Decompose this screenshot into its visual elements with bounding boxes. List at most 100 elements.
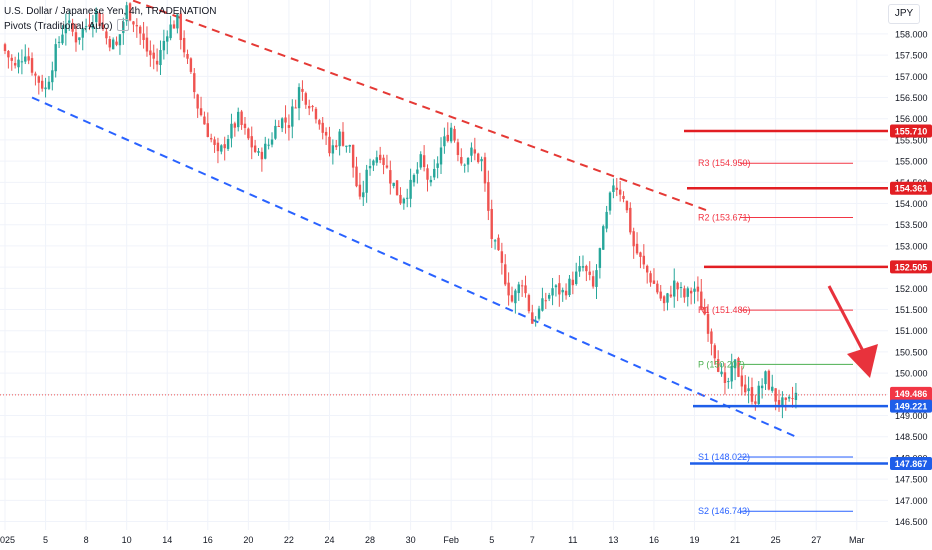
candle[interactable] — [744, 375, 747, 396]
candle[interactable] — [375, 150, 378, 166]
candle[interactable] — [108, 36, 111, 52]
candle[interactable] — [220, 144, 223, 155]
candle[interactable] — [57, 36, 61, 48]
candle[interactable] — [716, 350, 720, 373]
candle[interactable] — [297, 83, 301, 121]
candle[interactable] — [483, 152, 487, 192]
indicator-legend[interactable]: Pivots (Traditional, Auto) — [4, 19, 130, 32]
candle[interactable] — [98, 11, 101, 27]
candle[interactable] — [206, 112, 209, 138]
candle[interactable] — [193, 68, 196, 99]
candle[interactable] — [787, 395, 791, 402]
candle[interactable] — [578, 255, 581, 277]
candle[interactable] — [267, 138, 270, 150]
candle[interactable] — [406, 188, 409, 208]
candle[interactable] — [61, 25, 64, 45]
candle[interactable] — [412, 173, 416, 187]
candle[interactable] — [679, 282, 683, 298]
candle[interactable] — [754, 394, 757, 411]
candle[interactable] — [345, 145, 348, 153]
candle[interactable] — [321, 117, 324, 140]
candle[interactable] — [91, 15, 95, 38]
candle[interactable] — [625, 200, 629, 213]
candle[interactable] — [135, 18, 139, 38]
upper-trendline[interactable] — [120, 0, 712, 213]
candle[interactable] — [20, 49, 24, 75]
candle[interactable] — [534, 316, 537, 327]
candle[interactable] — [88, 13, 91, 31]
candle[interactable] — [730, 353, 733, 389]
candle[interactable] — [605, 205, 608, 233]
candle[interactable] — [196, 93, 199, 118]
candle[interactable] — [176, 13, 179, 34]
candle[interactable] — [358, 172, 362, 200]
candle[interactable] — [747, 376, 750, 404]
candle[interactable] — [608, 191, 612, 215]
candle[interactable] — [733, 359, 737, 381]
candle[interactable] — [189, 57, 193, 74]
candle[interactable] — [723, 363, 727, 395]
candle[interactable] — [470, 142, 473, 163]
candle[interactable] — [504, 254, 507, 287]
candle[interactable] — [713, 343, 716, 365]
candle[interactable] — [771, 374, 774, 393]
candle[interactable] — [571, 271, 575, 295]
candle[interactable] — [128, 2, 132, 22]
candle[interactable] — [44, 77, 47, 98]
candle[interactable] — [659, 285, 662, 301]
candle[interactable] — [446, 122, 449, 143]
candle[interactable] — [683, 285, 686, 303]
candle[interactable] — [767, 369, 771, 391]
candle[interactable] — [301, 80, 304, 101]
candle[interactable] — [493, 239, 497, 250]
candle[interactable] — [612, 178, 615, 199]
candle[interactable] — [537, 305, 541, 321]
candle[interactable] — [693, 281, 696, 304]
candle[interactable] — [240, 109, 243, 130]
candle[interactable] — [24, 44, 27, 65]
candle[interactable] — [385, 154, 389, 169]
candle[interactable] — [226, 134, 230, 151]
candle[interactable] — [439, 137, 443, 174]
candle[interactable] — [378, 146, 382, 164]
candle[interactable] — [304, 91, 308, 109]
candle[interactable] — [456, 138, 460, 162]
candle[interactable] — [395, 180, 399, 196]
candle[interactable] — [179, 10, 182, 50]
candle[interactable] — [389, 160, 392, 195]
candle[interactable] — [341, 122, 345, 147]
candle[interactable] — [324, 127, 328, 145]
candle[interactable] — [169, 15, 172, 41]
candle[interactable] — [142, 21, 145, 49]
candle[interactable] — [740, 365, 744, 396]
candle[interactable] — [463, 163, 466, 173]
candle[interactable] — [436, 156, 439, 179]
candle[interactable] — [216, 137, 220, 164]
candle[interactable] — [7, 49, 10, 69]
indicator-settings-icon[interactable] — [117, 19, 130, 31]
candle[interactable] — [314, 106, 318, 124]
candle[interactable] — [585, 264, 588, 282]
candle[interactable] — [500, 242, 504, 275]
candle[interactable] — [280, 117, 284, 133]
candle[interactable] — [392, 182, 395, 189]
candle[interactable] — [81, 27, 84, 51]
candle[interactable] — [615, 177, 618, 197]
candle[interactable] — [453, 125, 456, 143]
candle[interactable] — [433, 159, 436, 181]
candle[interactable] — [689, 287, 693, 305]
candle[interactable] — [355, 156, 358, 188]
candle[interactable] — [618, 181, 622, 202]
candle[interactable] — [588, 261, 591, 281]
candle[interactable] — [409, 168, 412, 208]
candle[interactable] — [54, 38, 57, 78]
candle[interactable] — [37, 75, 40, 95]
candle[interactable] — [233, 121, 237, 137]
candle[interactable] — [551, 277, 554, 306]
candle[interactable] — [422, 145, 426, 172]
candle[interactable] — [639, 251, 642, 269]
candle[interactable] — [666, 292, 669, 311]
candle[interactable] — [510, 286, 514, 303]
candle[interactable] — [720, 363, 723, 377]
